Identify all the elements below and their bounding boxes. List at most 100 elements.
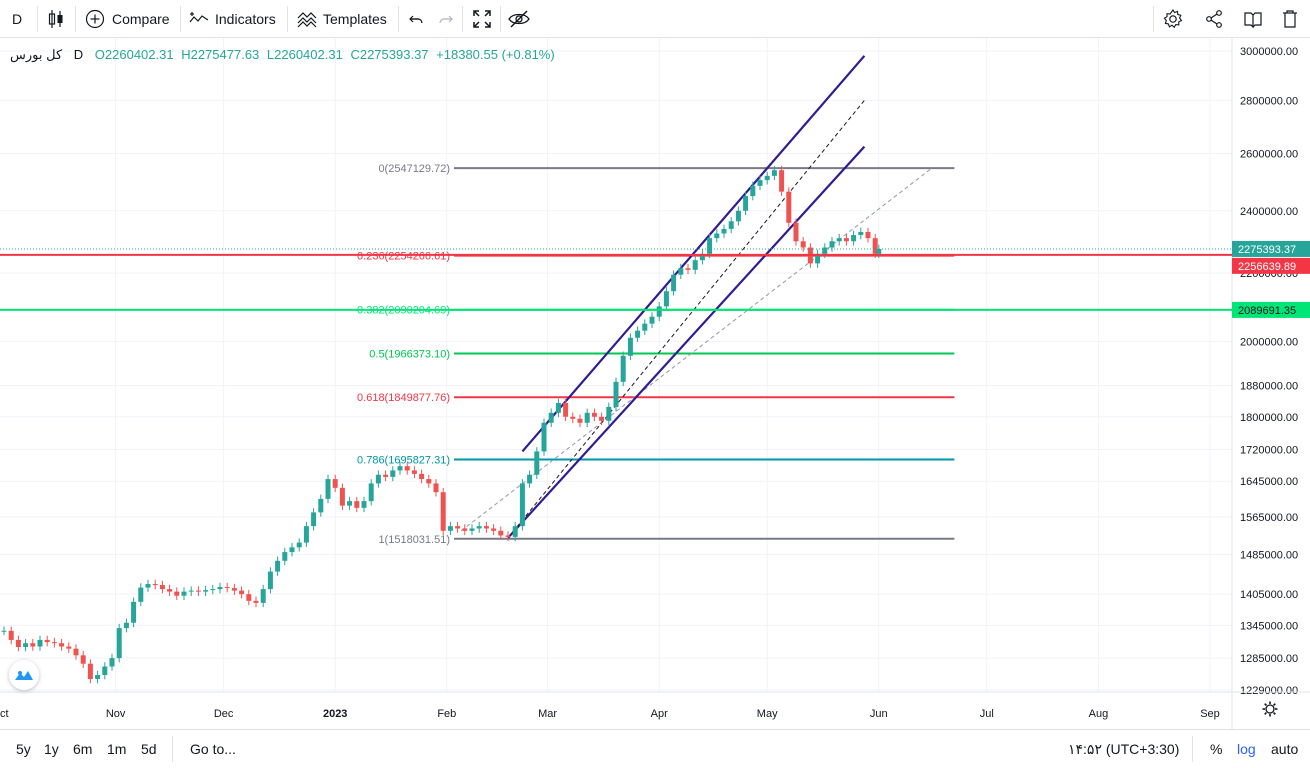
candle-body [757,180,763,186]
price-tick-label: 1720000.00 [1240,444,1298,456]
range-5y-button[interactable]: 5y [16,730,31,768]
candle-body [426,479,432,484]
candle-body [800,241,806,248]
candle-body [606,406,612,421]
bottom-divider [1192,736,1193,762]
toolbar-divider [287,6,288,32]
time-tick-label: May [757,708,778,720]
fullscreen-button[interactable] [471,0,493,37]
candle-body [591,412,597,417]
candle-body [339,487,345,506]
candle-body [635,330,641,338]
indicators-icon [189,11,209,22]
price-label-text: 2275393.37 [1238,244,1296,256]
timezone-button[interactable]: ۱۴:۵۲ (UTC+3:30) [1068,730,1179,768]
range-1m-button[interactable]: 1m [107,730,126,768]
channel-upper-line[interactable] [521,55,866,453]
candle-body [534,451,540,475]
range-5d-button[interactable]: 5d [141,730,157,768]
candle-body [815,253,821,264]
templates-button[interactable]: Templates [296,0,387,37]
channel-middle-line[interactable] [507,100,865,539]
ideas-button[interactable] [1242,0,1264,37]
chart-type-button[interactable] [45,0,67,37]
candle-body [375,474,381,484]
tradingview-logo[interactable] [9,660,39,690]
settings-button[interactable] [1162,0,1184,37]
compare-button[interactable]: Compare [84,0,170,37]
candle-body [505,535,511,537]
axis-gear-tooth [1272,703,1276,707]
price-axis: 1229000.00 1285000.00 1345000.00 1405000.00… [1231,38,1298,729]
axis-gear-tooth [1264,703,1268,707]
share-button[interactable] [1203,0,1225,37]
candle-body [872,238,878,254]
price-tick-label: 1880000.00 [1240,381,1298,393]
candle-body [73,648,79,656]
candle-body [613,381,619,407]
candle-body [195,590,201,592]
undo-button[interactable] [407,0,427,37]
candle-body [8,630,14,640]
range-6m-button[interactable]: 6m [73,730,92,768]
candle-body [318,498,324,513]
candle-body [260,589,266,603]
chart-grid [0,38,1232,692]
percent-toggle[interactable]: % [1210,730,1222,768]
time-tick-label: Sep [1200,708,1220,720]
candle-body [390,470,396,477]
hide-drawings-button[interactable] [507,0,531,37]
candlestick-series [1,165,882,684]
legend-close: C2275393.37 [350,47,429,62]
candle-body [383,474,389,477]
price-chart[interactable]: 1229000.00 1285000.00 1345000.00 1405000.00… [0,38,1310,729]
redo-button[interactable] [435,0,455,37]
range-1y-button[interactable]: 1y [44,730,59,768]
candle-body [15,639,21,648]
candle-body [246,594,252,601]
candle-body [231,588,237,591]
time-tick-label: Aug [1089,708,1109,720]
time-tick-label: ct [0,708,9,720]
candle-body [671,274,677,292]
candle-body [836,238,842,242]
auto-toggle[interactable]: auto [1271,730,1298,768]
log-toggle[interactable]: log [1237,730,1256,768]
legend-open: O2260402.31 [94,47,174,62]
toolbar-divider [462,6,463,32]
fib-level-label: 0.236(2254266.61) [357,251,450,263]
toolbar-divider [75,6,76,32]
candle-body [37,639,43,647]
candle-body [469,528,475,531]
price-tick-label: 2000000.00 [1240,336,1298,348]
candle-body [296,542,302,548]
channel-lower-line[interactable] [507,145,866,539]
candle-body [563,402,569,417]
candle-body [555,402,561,413]
price-tick-label: 3000000.00 [1240,46,1298,58]
fib-trend-line[interactable] [460,166,934,532]
legend-change: +18380.55 (+0.81%) [436,47,555,62]
candle-body [433,483,439,493]
price-tick-label: 2600000.00 [1240,148,1298,160]
candle-body [498,530,504,536]
candle-body [210,589,216,591]
candle-body [347,501,353,506]
delete-button[interactable] [1280,0,1300,37]
candle-body [239,590,245,595]
axis-settings-icon[interactable] [1262,701,1278,717]
goto-button[interactable]: Go to... [190,730,236,768]
undo-icon [409,15,423,23]
candle-body [30,643,36,647]
time-tick-label: 2023 [323,708,347,720]
axis-gear-tooth [1264,711,1268,715]
candle-body [476,526,482,529]
indicators-button[interactable]: Indicators [188,0,276,37]
candle-body [397,466,403,471]
interval-button[interactable]: D [12,0,22,37]
toolbar-divider [398,6,399,32]
candle-body [570,416,576,419]
candle-body [721,228,727,234]
candle-body [167,589,173,592]
candle-body [656,306,662,317]
